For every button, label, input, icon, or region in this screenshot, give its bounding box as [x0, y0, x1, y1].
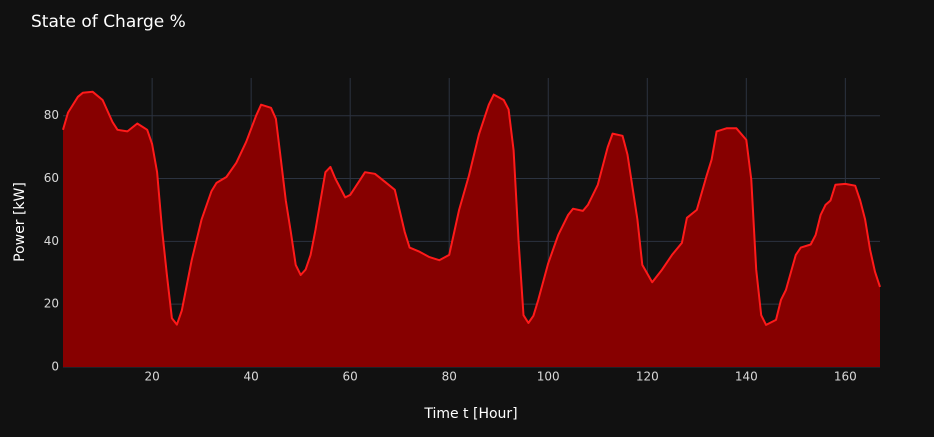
x-tick-label: 80: [442, 370, 457, 384]
area-line: [62, 90, 881, 326]
x-tick-label: 40: [244, 370, 259, 384]
y-tick-label: 20: [44, 297, 59, 311]
x-tick-label: 60: [343, 370, 358, 384]
x-tick-label: 140: [735, 370, 758, 384]
x-tick-label: 100: [537, 370, 560, 384]
y-tick-label: 0: [51, 360, 59, 374]
chart-title: State of Charge %: [31, 12, 186, 32]
y-tick-label: 80: [44, 108, 59, 122]
area-fill: [63, 91, 880, 368]
x-tick-label: 160: [834, 370, 857, 384]
y-tick-label: 40: [44, 234, 59, 248]
x-tick-label: 20: [144, 370, 159, 384]
y-axis-title: Power [kW]: [12, 182, 28, 262]
y-tick-label: 60: [44, 171, 59, 185]
x-axis-title: Time t [Hour]: [423, 406, 517, 422]
x-tick-label: 120: [636, 370, 659, 384]
